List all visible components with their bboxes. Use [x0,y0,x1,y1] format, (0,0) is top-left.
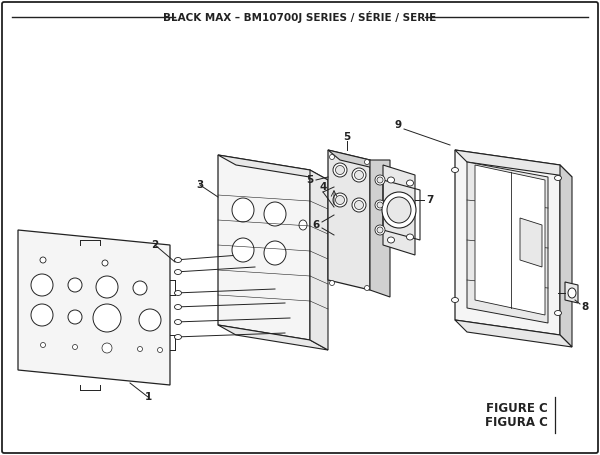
Ellipse shape [452,167,458,172]
Ellipse shape [96,276,118,298]
Ellipse shape [352,198,366,212]
Text: 4: 4 [319,182,326,192]
Ellipse shape [31,304,53,326]
Ellipse shape [335,196,344,204]
Ellipse shape [382,192,416,228]
Ellipse shape [388,237,395,243]
Ellipse shape [175,304,182,309]
Ellipse shape [329,280,335,285]
Polygon shape [467,162,548,323]
Ellipse shape [68,310,82,324]
Ellipse shape [73,344,77,349]
Polygon shape [310,170,328,350]
Polygon shape [370,160,390,297]
Ellipse shape [407,180,413,186]
Ellipse shape [355,171,364,180]
Polygon shape [218,325,328,350]
Text: 1: 1 [145,392,152,402]
Ellipse shape [407,234,413,240]
Ellipse shape [375,175,385,185]
Ellipse shape [377,177,383,183]
Polygon shape [520,218,542,267]
Ellipse shape [264,241,286,265]
Polygon shape [328,150,370,290]
Text: 7: 7 [427,195,434,205]
Ellipse shape [68,278,82,292]
Ellipse shape [31,274,53,296]
Ellipse shape [137,347,143,352]
Ellipse shape [377,202,383,208]
Text: 5: 5 [307,175,314,185]
Polygon shape [328,150,382,170]
Text: 9: 9 [394,120,401,130]
Text: 8: 8 [581,302,589,312]
Ellipse shape [554,310,562,315]
Ellipse shape [157,348,163,353]
Ellipse shape [388,177,395,183]
Ellipse shape [232,238,254,262]
Ellipse shape [175,334,182,339]
Polygon shape [455,320,572,347]
Ellipse shape [554,176,562,181]
Ellipse shape [133,281,147,295]
Text: BLACK MAX – BM10700J SERIES / SÉRIE / SERIE: BLACK MAX – BM10700J SERIES / SÉRIE / SE… [163,11,437,23]
Text: FIGURE C: FIGURE C [486,401,548,415]
Ellipse shape [175,319,182,324]
Ellipse shape [299,220,307,230]
Ellipse shape [41,343,46,348]
Ellipse shape [375,200,385,210]
Polygon shape [455,150,572,177]
Ellipse shape [365,160,370,165]
Ellipse shape [387,197,411,223]
Text: FIGURA C: FIGURA C [485,415,548,429]
Polygon shape [560,165,572,347]
Polygon shape [18,230,170,385]
Ellipse shape [335,166,344,175]
Ellipse shape [333,163,347,177]
Ellipse shape [333,193,347,207]
Polygon shape [218,155,310,340]
Polygon shape [455,150,560,335]
Ellipse shape [568,288,576,298]
Ellipse shape [452,298,458,303]
Ellipse shape [102,260,108,266]
Ellipse shape [175,269,182,274]
Polygon shape [218,155,328,180]
Ellipse shape [175,290,182,295]
Ellipse shape [175,258,182,263]
Ellipse shape [329,155,335,160]
Text: 3: 3 [196,180,203,190]
Text: 6: 6 [313,220,320,230]
Polygon shape [565,282,578,303]
Ellipse shape [352,168,366,182]
Ellipse shape [139,309,161,331]
Polygon shape [383,165,415,255]
Text: 5: 5 [343,132,350,142]
Ellipse shape [93,304,121,332]
Polygon shape [475,165,545,315]
Ellipse shape [232,198,254,222]
Ellipse shape [264,202,286,226]
Ellipse shape [102,343,112,353]
Ellipse shape [40,257,46,263]
Text: 2: 2 [151,240,158,250]
Ellipse shape [375,225,385,235]
Ellipse shape [377,227,383,233]
Ellipse shape [365,285,370,290]
Ellipse shape [355,201,364,209]
